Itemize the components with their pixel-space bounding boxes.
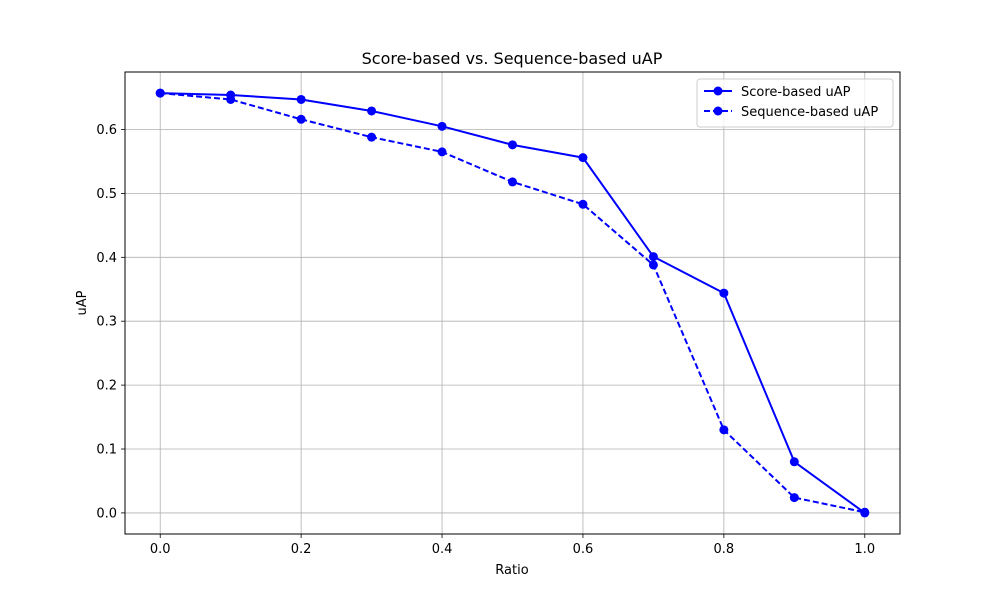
x-tick-label: 0.0 (150, 542, 171, 557)
legend-marker-score (713, 86, 723, 96)
x-axis-label: Ratio (495, 563, 528, 578)
legend-label-score: Score-based uAP (741, 85, 851, 100)
y-tick-label: 0.6 (96, 123, 117, 138)
tick-layer: 0.0 0.2 0.4 0.6 0.8 1.0 0.0 0.1 0.2 0.3 0.4 0.5 0.6 (96, 123, 875, 557)
x-tick-label: 1.0 (854, 542, 875, 557)
data-point-sequence (648, 260, 658, 270)
data-point-score (437, 121, 447, 131)
x-tick-label: 0.8 (714, 542, 735, 557)
y-tick-label: 0.5 (96, 187, 117, 202)
data-point-score (719, 288, 729, 298)
chart-title: Score-based vs. Sequence-based uAP (362, 49, 663, 68)
data-point-score (508, 140, 517, 150)
data-point-sequence (789, 493, 799, 503)
y-tick-label: 0.1 (96, 443, 117, 458)
data-point-score (226, 90, 236, 100)
data-point-score (860, 508, 870, 518)
data-point-score (367, 106, 377, 116)
data-point-score (648, 252, 658, 262)
y-tick-label: 0.0 (96, 506, 117, 521)
plot-frame (124, 71, 901, 535)
data-point-sequence (367, 132, 377, 142)
data-point-sequence (719, 425, 729, 435)
x-tick-label: 0.4 (432, 542, 453, 557)
data-point-sequence (437, 147, 447, 157)
data-point-score (578, 153, 588, 163)
x-tick-label: 0.2 (291, 542, 312, 557)
series-line-score (160, 92, 866, 514)
y-tick-label: 0.3 (96, 315, 117, 330)
series-layer (155, 88, 870, 518)
y-tick-label: 0.4 (96, 251, 117, 266)
y-axis-label: uAP (75, 290, 90, 315)
legend-marker-sequence (713, 106, 723, 116)
legend-label-sequence: Sequence-based uAP (741, 105, 878, 120)
legend-box (696, 78, 894, 128)
y-tick-label: 0.2 (96, 379, 117, 394)
data-point-score (155, 88, 165, 98)
data-point-sequence (508, 177, 517, 187)
legend: Score-based uAP Sequence-based uAP (696, 78, 894, 128)
data-point-score (789, 457, 799, 467)
data-point-sequence (296, 114, 306, 124)
x-tick-label: 0.6 (573, 542, 594, 557)
grid (125, 72, 900, 534)
data-point-score (296, 94, 306, 104)
data-point-sequence (578, 199, 588, 209)
